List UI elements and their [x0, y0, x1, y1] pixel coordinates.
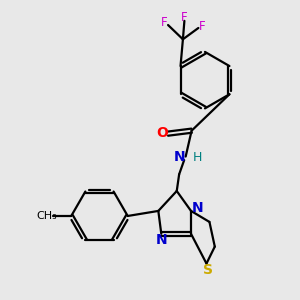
- Text: CH₃: CH₃: [37, 211, 57, 221]
- Text: N: N: [192, 201, 203, 215]
- Text: H: H: [193, 151, 202, 164]
- Text: O: O: [156, 126, 168, 140]
- Text: N: N: [155, 233, 167, 248]
- Text: F: F: [161, 16, 168, 29]
- Text: N: N: [173, 149, 185, 164]
- Text: F: F: [199, 20, 206, 33]
- Text: F: F: [181, 11, 188, 24]
- Text: S: S: [203, 263, 213, 277]
